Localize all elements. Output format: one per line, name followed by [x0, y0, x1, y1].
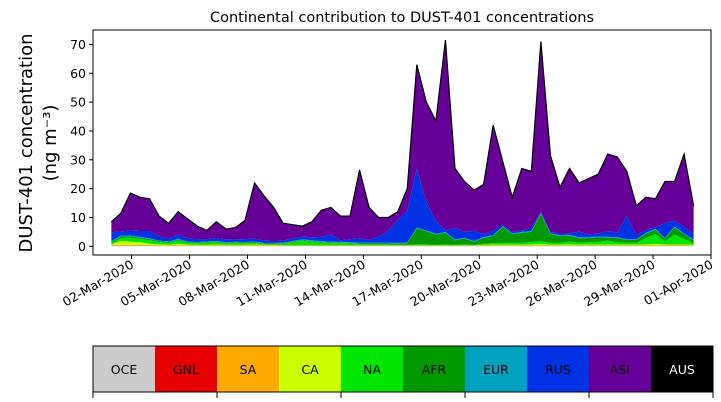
- area-rus: [111, 168, 694, 243]
- legend-swatch-rus: [527, 346, 589, 392]
- legend-swatch-ca: [279, 346, 341, 392]
- area-sa: [111, 245, 694, 246]
- legend-label-asi: ASI: [610, 362, 630, 377]
- legend-label-eur: EUR: [483, 362, 509, 377]
- legend-label-oce: OCE: [111, 362, 138, 377]
- legend-label-ca: CA: [301, 362, 319, 377]
- area-na: [111, 233, 694, 246]
- y-tick-label: 40: [70, 123, 86, 138]
- chart-title: Continental contribution to DUST-401 con…: [210, 10, 594, 26]
- area-gnl: [111, 245, 694, 247]
- legend-swatch-na: [341, 346, 403, 392]
- total-outline: [110, 40, 695, 232]
- legend-swatch-afr: [403, 346, 465, 392]
- legend-swatch-gnl: [155, 346, 217, 392]
- y-tick-label: 30: [70, 152, 86, 167]
- area-asi: [111, 40, 694, 242]
- y-axis-label: DUST-401 concentration (ng m⁻³): [16, 33, 61, 252]
- legend-swatch-oce: [93, 346, 155, 392]
- stacked-areas: [110, 40, 695, 247]
- y-tick-label: 0: [78, 239, 86, 254]
- y-axis-label-line2: (ng m⁻³): [40, 105, 61, 182]
- legend-swatch-eur: [465, 346, 527, 392]
- y-tick-label: 10: [70, 210, 86, 225]
- legend-label-rus: RUS: [545, 362, 571, 377]
- plot-frame: [92, 29, 712, 256]
- y-tick-label: 50: [70, 95, 86, 110]
- legend-swatch-sa: [217, 346, 279, 392]
- legend-label-afr: AFR: [422, 362, 447, 377]
- legend-label-gnl: GNL: [173, 362, 199, 377]
- legend-label-na: NA: [363, 362, 381, 377]
- y-axis-label-line1: DUST-401 concentration: [16, 33, 37, 252]
- y-tick-label: 70: [70, 37, 86, 52]
- area-afr: [111, 213, 694, 245]
- area-ca: [111, 240, 694, 246]
- legend-swatch-asi: [589, 346, 651, 392]
- y-tick-label: 20: [70, 181, 86, 196]
- legend-swatch-aus: [651, 346, 713, 392]
- legend-label-sa: SA: [240, 362, 257, 377]
- y-tick-label: 60: [70, 66, 86, 81]
- legend-frame: [92, 345, 714, 393]
- legend: OCE GNL SA CA NA AFR EUR RUS ASI AUS: [92, 345, 714, 398]
- legend-label-aus: AUS: [669, 362, 695, 377]
